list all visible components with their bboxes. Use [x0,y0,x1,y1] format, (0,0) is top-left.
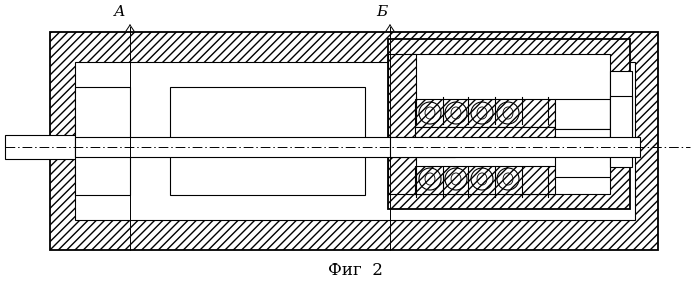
Bar [555,99,610,129]
Bar [390,137,640,157]
Bar [555,139,610,177]
Bar [415,166,555,194]
Bar [610,96,632,142]
Bar [555,129,610,139]
Text: Фиг  2: Фиг 2 [328,262,382,279]
Bar [415,99,555,127]
Bar [388,39,630,209]
Bar [610,71,632,167]
Bar [408,54,610,194]
Bar [388,54,416,194]
Bar [415,127,555,139]
Text: А: А [114,5,126,19]
Bar [75,137,455,157]
Bar [50,32,658,250]
Bar [75,62,635,220]
Bar [5,135,80,159]
Text: Б: Б [376,5,388,19]
Bar [75,87,130,195]
Bar [170,87,365,195]
